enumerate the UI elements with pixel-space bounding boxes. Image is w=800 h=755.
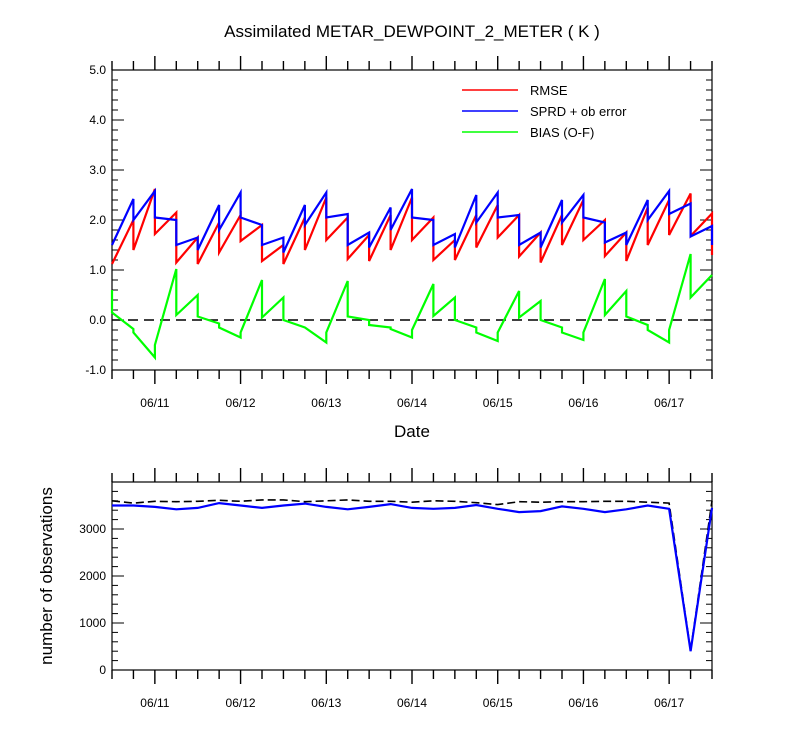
legend: RMSE SPRD + ob error BIAS (O-F) <box>462 83 627 140</box>
y-tick-label-1-2: 2000 <box>79 569 106 583</box>
chart-title: Assimilated METAR_DEWPOINT_2_METER ( K ) <box>224 22 600 41</box>
legend-label-rmse: RMSE <box>530 83 568 98</box>
bottom-x-axis: 06/11 06/12 06/13 06/14 06/15 06/16 06/17 <box>111 468 713 710</box>
y-tick-label-1-3: 3000 <box>79 522 106 536</box>
y-tick-label-0-1: 0.0 <box>89 313 106 327</box>
series-line-assimilated-observations <box>112 501 714 652</box>
x-tick-label-0-5: 06/16 <box>568 396 598 410</box>
y-tick-label-0-0: -1.0 <box>85 363 106 377</box>
bottom-series-group <box>111 499 714 652</box>
x-tick-label-1-5: 06/16 <box>568 696 598 710</box>
series-line-sprd-ob-error <box>111 187 714 253</box>
x-tick-label-1-3: 06/14 <box>397 696 427 710</box>
bottom-y-axis: 0 1000 2000 3000 <box>79 481 712 677</box>
x-tick-label-1-1: 06/12 <box>226 696 256 710</box>
y-tick-label-1-0: 0 <box>99 663 106 677</box>
top-y-axis: -1.0 0.0 1.0 2.0 3.0 4.0 5.0 <box>85 63 712 377</box>
y-tick-label-0-4: 3.0 <box>89 163 106 177</box>
top-series-group <box>110 187 714 361</box>
y-tick-label-0-6: 5.0 <box>89 63 106 77</box>
x-tick-label-0-2: 06/13 <box>311 396 341 410</box>
x-tick-label-0-4: 06/15 <box>483 396 513 410</box>
y-tick-label-0-3: 2.0 <box>89 213 106 227</box>
legend-label-bias: BIAS (O-F) <box>530 125 594 140</box>
x-tick-label-1-4: 06/15 <box>483 696 513 710</box>
y-tick-label-1-1: 1000 <box>79 616 106 630</box>
x-tick-label-0-6: 06/17 <box>654 396 684 410</box>
y-tick-label-0-5: 4.0 <box>89 113 106 127</box>
x-tick-label-1-6: 06/17 <box>654 696 684 710</box>
legend-label-sprd: SPRD + ob error <box>530 104 627 119</box>
x-axis-title: Date <box>394 422 430 441</box>
series-line-bias-o-f <box>110 253 713 361</box>
x-tick-label-1-0: 06/11 <box>140 696 169 710</box>
x-tick-label-0-3: 06/14 <box>397 396 427 410</box>
x-tick-label-0-0: 06/11 <box>140 396 169 410</box>
top-chart: Assimilated METAR_DEWPOINT_2_METER ( K )… <box>85 22 714 441</box>
series-line-rmse <box>111 188 714 266</box>
y-tick-label-0-2: 1.0 <box>89 263 106 277</box>
x-tick-label-0-1: 06/12 <box>226 396 256 410</box>
series-line-possible-observations <box>111 499 713 651</box>
x-tick-label-1-2: 06/13 <box>311 696 341 710</box>
top-x-axis: 06/11 06/12 06/13 06/14 06/15 06/16 06/17 <box>111 56 713 410</box>
y-axis-title-observations: number of observations <box>37 487 56 665</box>
